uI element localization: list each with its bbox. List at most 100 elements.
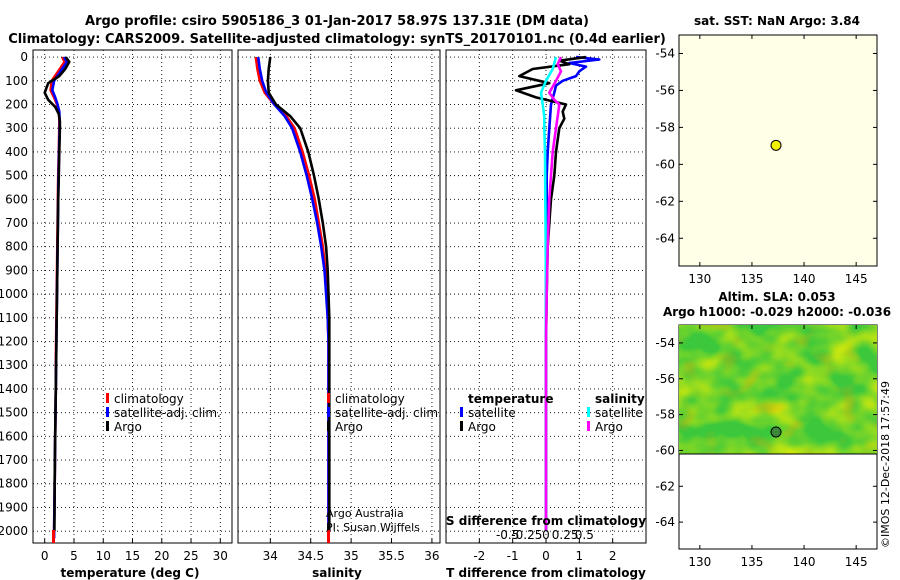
x-tick-label: 10 xyxy=(96,549,111,563)
s-tick-label: 0.25 xyxy=(552,528,579,542)
depth-tick-label: 2000 xyxy=(0,524,28,538)
x-tick-label: 34.5 xyxy=(297,549,324,563)
sst-map-panel: sat. SST: NaN Argo: 3.84 130 135 140 145 -54… xyxy=(655,14,878,286)
depth-tick-label: 1100 xyxy=(0,311,28,325)
depth-tick-label: 400 xyxy=(5,145,28,159)
title-line1: Argo profile: csiro 5905186_3 01-Jan-201… xyxy=(85,14,589,29)
depth-tick-label: 100 xyxy=(5,74,28,88)
climatology-bottom-marker xyxy=(51,530,55,543)
legend-swatch-satellite xyxy=(106,407,109,417)
x-tick-label: 30 xyxy=(213,549,228,563)
temperature-x-axis: 0 5 10 15 20 25 30 xyxy=(41,539,228,563)
lon-tick-label: 140 xyxy=(793,272,816,286)
sst-title: sat. SST: NaN Argo: 3.84 xyxy=(694,14,860,28)
lon-tick-label: 140 xyxy=(793,555,816,569)
legend-swatch-s-argo xyxy=(587,421,590,431)
depth-tick-label: 1500 xyxy=(0,406,28,420)
depth-tick-label: 1000 xyxy=(0,287,28,301)
difference-legend: temperature satellite Argo salinity sate… xyxy=(460,392,645,434)
lat-tick-label: -64 xyxy=(655,231,675,245)
series-satellite-adj-clim- xyxy=(256,56,330,532)
legend-salinity-title: salinity xyxy=(595,392,645,406)
credit-argo-australia: Argo Australia xyxy=(326,507,404,520)
sla-title: Altim. SLA: 0.053 xyxy=(718,290,835,304)
depth-tick-label: 200 xyxy=(5,98,28,112)
depth-tick-label: 1300 xyxy=(0,358,28,372)
x-tick-label: 36 xyxy=(424,549,439,563)
x-tick-label: 34 xyxy=(263,549,278,563)
series-temperature-satellite xyxy=(544,55,601,532)
s-difference-label: S difference from climatology xyxy=(446,514,646,528)
x-tick-label: 20 xyxy=(154,549,169,563)
legend-t-satellite: satellite xyxy=(468,406,516,420)
legend-s-argo: Argo xyxy=(595,420,623,434)
credit-pi: PI: Susan Wijffels xyxy=(326,521,420,534)
legend-swatch-s-satellite xyxy=(587,407,590,417)
legend-swatch-satellite xyxy=(327,407,330,417)
salinity-legend: climatology satellite-adj. clim. Argo xyxy=(327,392,442,434)
depth-tick-label: 1200 xyxy=(0,335,28,349)
x-tick-label: 35 xyxy=(343,549,358,563)
s-difference-ticks: -0.5-0.25 0 0.250.5 xyxy=(496,528,594,542)
salinity-panel: 34 34.5 35 35.5 36 salinity climatology sate… xyxy=(237,49,442,580)
legend-argo: Argo xyxy=(114,420,142,434)
lat-tick-label: -62 xyxy=(655,194,675,208)
depth-tick-label: 600 xyxy=(5,192,28,206)
lon-tick-label: 135 xyxy=(740,555,763,569)
x-tick-label: 35.5 xyxy=(378,549,405,563)
depth-axis: 0 100 200 300 400 500 600 700 800 900 1000 1100 1200… xyxy=(0,50,28,538)
lat-tick-label: -54 xyxy=(655,46,675,60)
watermark: ©IMOS 12-Dec-2018 17:57:49 xyxy=(879,381,892,548)
lon-tick-label: 135 xyxy=(740,272,763,286)
argo-location-marker xyxy=(770,426,782,438)
depth-tick-label: 500 xyxy=(5,169,28,183)
x-tick-label: -1 xyxy=(507,549,519,563)
lat-tick-label: -62 xyxy=(655,479,675,493)
legend-climatology: climatology xyxy=(114,392,184,406)
lon-tick-label: 130 xyxy=(688,272,711,286)
x-tick-label: 15 xyxy=(125,549,140,563)
legend-t-argo: Argo xyxy=(468,420,496,434)
depth-tick-label: 800 xyxy=(5,240,28,254)
depth-tick-label: 300 xyxy=(5,121,28,135)
lat-tick-label: -64 xyxy=(655,515,675,529)
lon-tick-label: 130 xyxy=(688,555,711,569)
legend-swatch-climatology xyxy=(106,393,109,403)
t-difference-xlabel: T difference from climatology xyxy=(446,566,646,580)
temperature-xlabel: temperature (deg C) xyxy=(61,566,200,580)
depth-tick-label: 900 xyxy=(5,263,28,277)
legend-argo: Argo xyxy=(335,420,363,434)
legend-satellite-adj: satellite-adj. clim. xyxy=(114,406,221,420)
salinity-x-axis: 34 34.5 35 35.5 36 xyxy=(263,539,440,563)
legend-temperature-title: temperature xyxy=(468,392,553,406)
s-tick-label: 0 xyxy=(542,528,550,542)
x-tick-label: 2 xyxy=(609,549,617,563)
x-tick-label: -2 xyxy=(473,549,485,563)
lat-tick-label: -56 xyxy=(655,372,675,386)
temperature-panel: 0100200300400500600700800900100011001200… xyxy=(0,49,233,580)
s-tick-label: 0.5 xyxy=(575,528,594,542)
lat-tick-label: -58 xyxy=(655,120,675,134)
x-tick-label: 1 xyxy=(576,549,584,563)
depth-tick-label: 0 xyxy=(20,50,28,64)
series-argo xyxy=(43,56,71,532)
temperature-legend: climatology satellite-adj. clim. Argo xyxy=(106,392,221,434)
x-tick-label: 25 xyxy=(183,549,198,563)
t-difference-x-axis: -2 -1 0 1 2 xyxy=(473,539,616,563)
lat-tick-label: -56 xyxy=(655,83,675,97)
s-tick-label: -0.5 xyxy=(496,528,519,542)
x-tick-label: 0 xyxy=(41,549,49,563)
legend-satellite-adj: satellite-adj. clim. xyxy=(335,406,442,420)
s-tick-label: -0.25 xyxy=(511,528,542,542)
difference-panel: -2 -1 0 1 2 T difference from climatology S … xyxy=(445,49,647,580)
depth-tick-label: 1700 xyxy=(0,453,28,467)
x-tick-label: 5 xyxy=(70,549,78,563)
legend-swatch-argo xyxy=(106,421,109,431)
depth-tick-label: 700 xyxy=(5,216,28,230)
legend-swatch-t-argo xyxy=(460,421,463,431)
legend-s-satellite: satellite xyxy=(595,406,643,420)
lat-tick-label: -60 xyxy=(655,157,675,171)
series-argo xyxy=(266,56,331,532)
depth-tick-label: 1900 xyxy=(0,500,28,514)
